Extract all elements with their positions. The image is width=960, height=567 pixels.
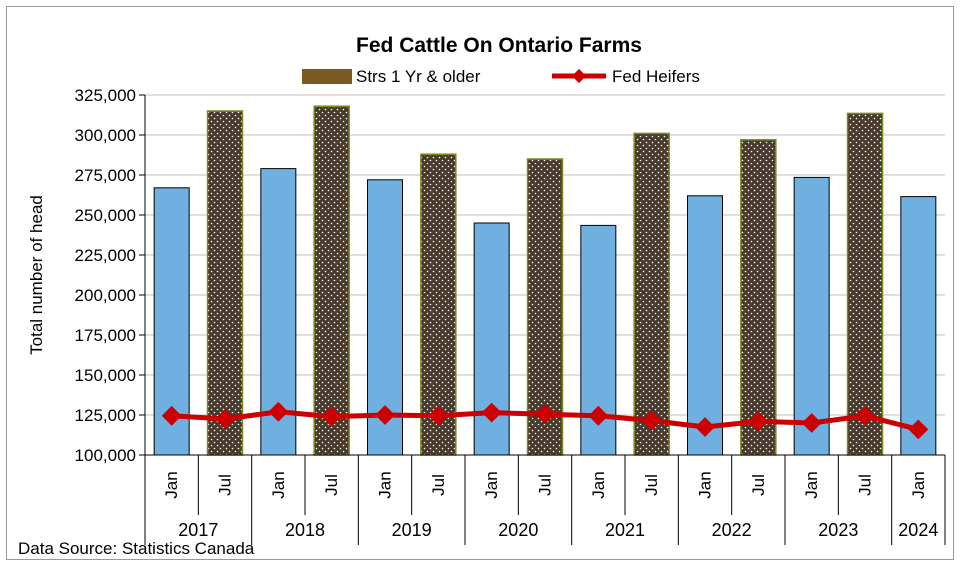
bar-jan — [900, 196, 937, 456]
bar-jul — [420, 153, 457, 456]
y-tick-label: 275,000 — [75, 166, 136, 185]
bar-jul — [313, 105, 350, 456]
y-tick-label: 225,000 — [75, 246, 136, 265]
fed-heifers-point — [215, 409, 235, 429]
fed-heifers-point — [161, 405, 182, 426]
legend-bar-label: Strs 1 Yr & older — [356, 67, 481, 86]
y-tick-label: 100,000 — [75, 446, 136, 465]
bar-jan — [687, 195, 723, 456]
y-tick-label: 325,000 — [75, 86, 136, 105]
fed-heifers-point — [535, 404, 555, 425]
fed-heifers-point — [801, 413, 822, 433]
x-tick-label: Jan — [376, 471, 395, 498]
bar-jan — [793, 176, 830, 456]
fed-heifers-point — [908, 419, 929, 440]
legend-line-label: Fed Heifers — [612, 67, 700, 86]
x-tick-label: Jan — [696, 471, 715, 498]
bar-jul — [206, 110, 244, 456]
y-tick-label: 250,000 — [75, 206, 136, 225]
bar-jul — [526, 158, 564, 456]
fed-heifers-point — [375, 405, 395, 425]
x-tick-label: Jan — [802, 471, 821, 498]
x-tick-label: Jul — [536, 474, 555, 496]
y-axis-label: Total number of head — [27, 195, 46, 355]
bar-jul — [846, 112, 884, 456]
fed-heifers-point — [588, 405, 609, 426]
fed-heifers-point — [748, 411, 769, 432]
fed-heifers-point — [695, 417, 715, 437]
bar-jul — [633, 132, 670, 456]
x-year-label: 2022 — [712, 520, 752, 540]
x-tick-label: Jul — [322, 474, 341, 496]
x-tick-label: Jul — [216, 474, 235, 496]
x-tick-label: Jul — [642, 474, 661, 496]
x-year-label: 2018 — [285, 520, 325, 540]
fed-heifers-point — [428, 405, 449, 426]
x-tick-label: Jan — [269, 471, 288, 498]
legend-bar-swatch — [302, 69, 352, 84]
x-tick-label: Jan — [482, 471, 501, 498]
fed-heifers-point — [481, 402, 502, 423]
x-year-label: 2024 — [898, 520, 938, 540]
y-tick-label: 200,000 — [75, 286, 136, 305]
x-year-label: 2023 — [818, 520, 858, 540]
bar-jul — [740, 139, 777, 456]
x-tick-label: Jul — [856, 474, 875, 496]
y-tick-label: 150,000 — [75, 366, 136, 385]
x-year-label: 2021 — [605, 520, 645, 540]
data-source-note: Data Source: Statistics Canada — [18, 539, 255, 558]
fed-heifers-point — [641, 410, 662, 431]
y-tick-label: 125,000 — [75, 406, 136, 425]
x-year-label: 2019 — [392, 520, 432, 540]
chart-title: Fed Cattle On Ontario Farms — [356, 34, 642, 57]
x-year-label: 2020 — [498, 520, 538, 540]
x-tick-label: Jan — [162, 471, 181, 498]
x-tick-label: Jan — [589, 471, 608, 498]
x-tick-label: Jan — [909, 471, 928, 498]
x-tick-label: Jul — [749, 474, 768, 496]
x-year-label: 2017 — [178, 520, 218, 540]
y-tick-label: 300,000 — [75, 126, 136, 145]
y-tick-label: 175,000 — [75, 326, 136, 345]
x-tick-label: Jul — [429, 474, 448, 496]
fed-heifers-point — [321, 406, 342, 427]
fed-heifers-point — [855, 405, 875, 426]
fed-heifers-point — [268, 401, 289, 422]
legend-line-marker — [571, 68, 587, 84]
